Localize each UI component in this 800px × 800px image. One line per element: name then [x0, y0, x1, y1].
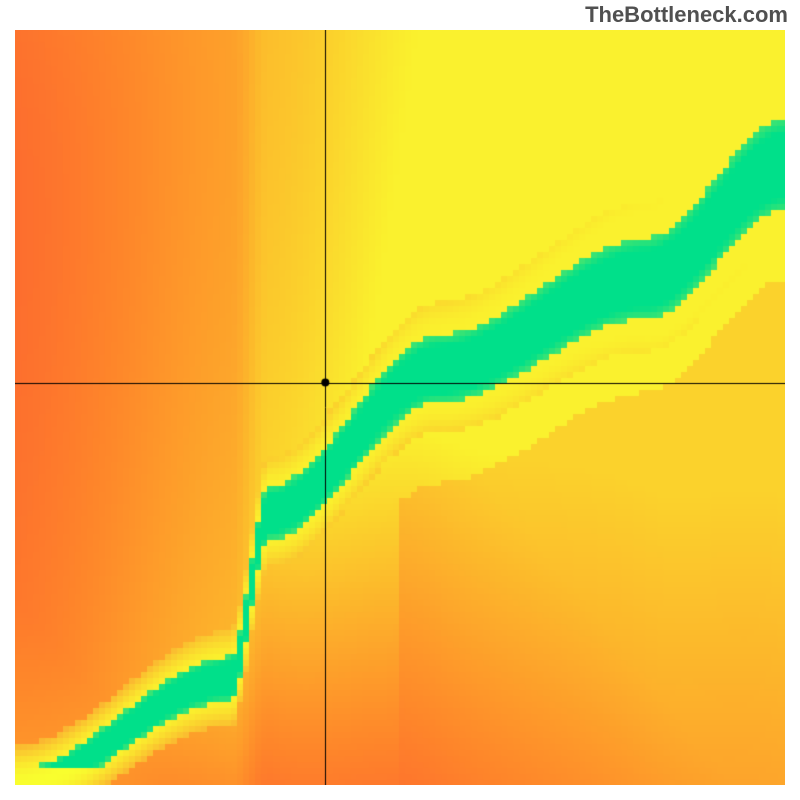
heatmap-plot [15, 30, 785, 785]
heatmap-canvas [15, 30, 785, 785]
watermark: TheBottleneck.com [585, 2, 788, 28]
heatmap-container: TheBottleneck.com [0, 0, 800, 800]
